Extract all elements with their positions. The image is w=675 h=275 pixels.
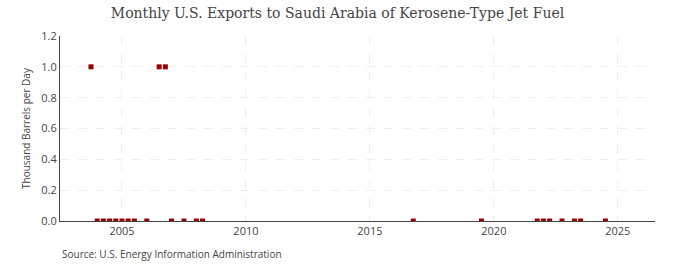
svg-text:0.8: 0.8	[41, 90, 56, 105]
svg-text:2010: 2010	[233, 223, 258, 238]
svg-text:1.0: 1.0	[41, 59, 56, 74]
svg-text:Monthly U.S. Exports to Saudi: Monthly U.S. Exports to Saudi Arabia of …	[111, 5, 565, 21]
svg-text:2015: 2015	[357, 223, 382, 238]
svg-text:0.6: 0.6	[41, 120, 56, 135]
svg-text:Thousand Barrels per Day: Thousand Barrels per Day	[19, 67, 33, 189]
svg-text:0.2: 0.2	[41, 182, 56, 197]
svg-text:1.2: 1.2	[41, 28, 56, 43]
svg-text:2005: 2005	[109, 223, 134, 238]
svg-text:Source: U.S. Energy Informatio: Source: U.S. Energy Information Administ…	[62, 247, 282, 261]
svg-text:0.0: 0.0	[41, 213, 56, 228]
svg-text:2020: 2020	[481, 223, 506, 238]
svg-text:2025: 2025	[605, 223, 630, 238]
svg-text:0.4: 0.4	[41, 151, 57, 166]
